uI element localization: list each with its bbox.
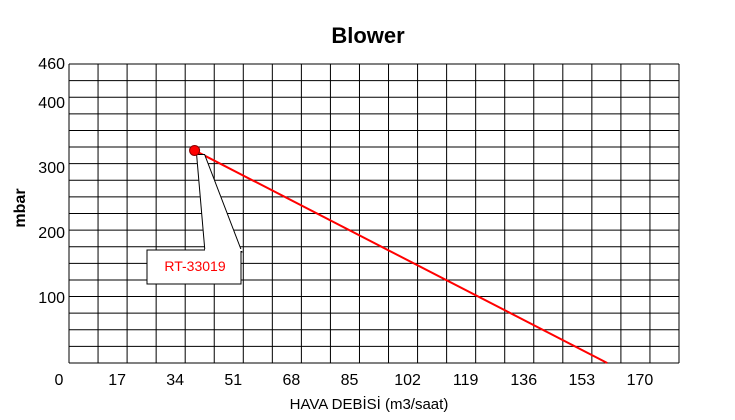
callout-box [146, 249, 242, 285]
x-tick-label: 51 [224, 372, 242, 389]
x-tick-label: 119 [453, 372, 479, 389]
x-tick-label: 102 [394, 372, 421, 389]
y-tick-labels: 100 200 300 400 460 [38, 56, 65, 307]
x-tick-label: 34 [166, 372, 184, 389]
grid-lines [68, 63, 680, 364]
callout-pointer [196, 153, 243, 253]
y-tick-label: 460 [38, 56, 65, 73]
x-axis-label: HAVA DEBİSİ (m3/saat) [290, 395, 449, 413]
x-tick-label: 136 [510, 372, 537, 389]
x-tick-label: 17 [108, 372, 126, 389]
x-tick-label: 0 [55, 372, 64, 389]
y-tick-label: 200 [38, 225, 65, 242]
x-tick-labels: 0 17 34 51 68 85 102 119 136 153 170 [55, 372, 654, 389]
y-axis-label: mbar [12, 188, 29, 227]
x-tick-label: 68 [282, 372, 300, 389]
x-tick-label: 170 [627, 372, 654, 389]
y-tick-label: 400 [38, 95, 65, 112]
chart-title: Blower [331, 23, 405, 48]
y-tick-label: 300 [38, 160, 65, 177]
y-tick-label: 100 [38, 290, 65, 307]
callout-label: RT-33019 [164, 258, 225, 274]
x-tick-label: 85 [341, 372, 359, 389]
operating-point-marker [189, 144, 201, 156]
annotation-callout: RT-33019 [146, 144, 243, 285]
series-layer [194, 149, 608, 364]
x-tick-label: 153 [569, 372, 596, 389]
series-line [194, 149, 608, 364]
